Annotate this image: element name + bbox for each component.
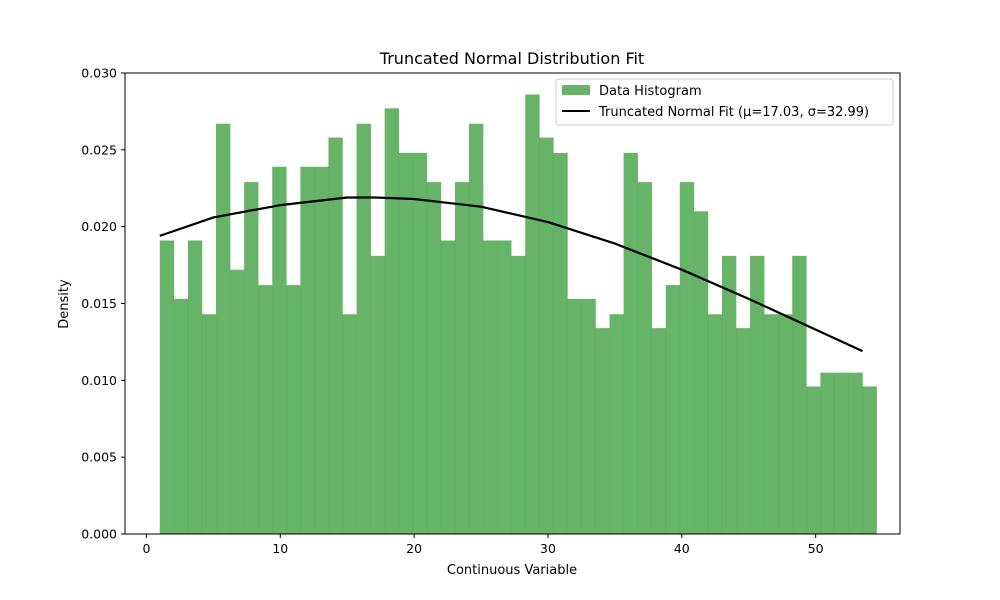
histogram-bar <box>834 372 849 534</box>
histogram-bar <box>651 328 667 534</box>
histogram-bar <box>370 255 385 535</box>
fit-curve <box>159 196 863 353</box>
histogram-bar <box>258 285 273 534</box>
histogram-bar <box>286 285 301 534</box>
y-tick-label: 0.005 <box>81 450 117 465</box>
legend-frame <box>555 78 894 126</box>
histogram-bar <box>525 94 540 534</box>
histogram-bar <box>764 314 779 534</box>
histogram-bar <box>426 182 442 534</box>
x-tick-label: 30 <box>540 541 556 556</box>
histogram-bar <box>848 372 863 534</box>
histogram-bar <box>581 298 596 534</box>
x-tick-label: 0 <box>142 541 150 556</box>
histogram-bar <box>398 152 414 534</box>
x-axis-label: Continuous Variable <box>447 563 577 578</box>
y-tick-label: 0.015 <box>81 296 117 311</box>
histogram-bar <box>637 182 652 534</box>
legend-label-fit: Truncated Normal Fit (μ=17.03, σ=32.99) <box>598 105 869 120</box>
histogram-bar <box>356 123 371 535</box>
legend-label-histogram: Data Histogram <box>599 84 702 99</box>
histogram-bar <box>187 240 203 534</box>
y-axis-label: Density <box>57 279 72 329</box>
histogram-bar <box>244 182 259 534</box>
x-tick-label: 50 <box>808 541 824 556</box>
histogram-bar <box>623 152 638 534</box>
histogram-bar <box>173 298 189 534</box>
histogram-bar <box>328 137 343 535</box>
histogram-bar <box>778 314 793 534</box>
y-tick-label: 0.020 <box>81 219 117 234</box>
histogram-bar <box>483 240 498 534</box>
histogram-bar <box>201 314 217 534</box>
histogram-bar <box>567 298 582 534</box>
histogram-bar <box>707 314 723 534</box>
fit-curve-group <box>159 196 863 353</box>
y-tick-label: 0.000 <box>81 527 117 542</box>
histogram-bar <box>750 255 765 535</box>
ticks-group: 0 10 20 30 40 50 0.000 0.005 0.010 0.015 0.020 0.02… <box>81 66 823 557</box>
histogram-bar <box>497 240 512 534</box>
legend-swatch-histogram <box>562 85 590 95</box>
x-tick-label: 40 <box>674 541 690 556</box>
x-tick-label: 20 <box>406 541 422 556</box>
histogram-bar <box>820 372 835 534</box>
histogram-bar <box>792 255 807 535</box>
histogram-bar <box>679 182 695 534</box>
histogram-bar <box>539 137 554 535</box>
histogram-bar <box>609 314 624 534</box>
histogram-bar <box>440 240 456 534</box>
histogram-bar <box>553 152 568 534</box>
histogram-bar <box>595 328 610 534</box>
y-tick-label: 0.010 <box>81 373 117 388</box>
chart-title: Truncated Normal Distribution Fit <box>379 49 644 68</box>
histogram-bar <box>469 123 484 535</box>
histogram-bar <box>384 108 400 534</box>
histogram-bar <box>511 255 526 535</box>
y-tick-label: 0.030 <box>81 66 117 81</box>
histogram-bar <box>314 166 329 535</box>
histogram-bar <box>665 285 681 534</box>
histogram-bar <box>412 152 428 534</box>
histogram-bar <box>693 211 709 535</box>
histogram-bar <box>300 166 315 535</box>
histogram-bar <box>454 182 470 534</box>
histogram-bars <box>159 94 877 535</box>
legend: Data Histogram Truncated Normal Fit (μ=1… <box>555 78 894 126</box>
histogram-bar <box>721 255 737 535</box>
histogram-bar <box>272 166 287 535</box>
histogram-bar <box>736 328 751 534</box>
histogram-bar <box>862 386 877 534</box>
histogram-bar <box>342 314 357 534</box>
histogram-bar <box>230 269 245 534</box>
x-tick-label: 10 <box>272 541 288 556</box>
histogram-bar <box>159 240 175 534</box>
y-tick-label: 0.025 <box>81 142 117 157</box>
histogram-bar <box>216 123 231 535</box>
histogram-bar <box>806 386 821 534</box>
